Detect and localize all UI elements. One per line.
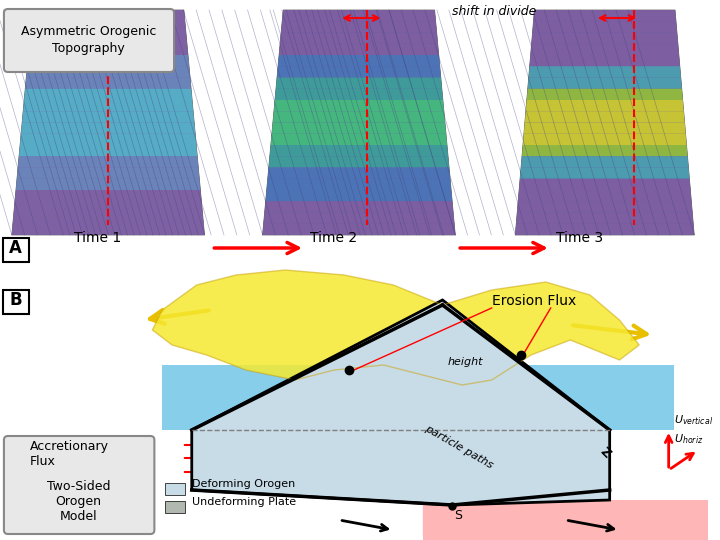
Polygon shape [28, 44, 188, 55]
Polygon shape [517, 201, 693, 213]
FancyBboxPatch shape [3, 238, 29, 262]
Text: particle paths: particle paths [423, 423, 495, 470]
Text: shift in divide: shift in divide [452, 5, 536, 18]
Text: Time 3: Time 3 [556, 231, 603, 245]
Polygon shape [423, 500, 708, 540]
Polygon shape [269, 156, 449, 167]
Text: A: A [9, 239, 22, 257]
Polygon shape [32, 10, 185, 21]
Text: Undeforming Plate: Undeforming Plate [192, 497, 296, 507]
Text: Asymmetric Orogenic: Asymmetric Orogenic [21, 25, 156, 38]
Polygon shape [528, 78, 682, 89]
Polygon shape [20, 134, 197, 145]
Text: Z: Z [598, 446, 613, 461]
Text: Time 1: Time 1 [73, 231, 121, 245]
Polygon shape [266, 190, 452, 201]
Polygon shape [21, 123, 195, 134]
Polygon shape [276, 78, 442, 89]
Text: Time 2: Time 2 [310, 231, 357, 245]
Bar [162, 365, 674, 430]
Polygon shape [277, 66, 441, 78]
Polygon shape [270, 145, 448, 156]
Polygon shape [522, 145, 688, 156]
Polygon shape [278, 55, 440, 66]
Polygon shape [13, 213, 204, 224]
Polygon shape [263, 10, 455, 235]
Polygon shape [519, 179, 690, 190]
Polygon shape [526, 100, 684, 111]
Text: Erosion Flux: Erosion Flux [492, 294, 576, 308]
Polygon shape [23, 100, 193, 111]
Polygon shape [17, 167, 199, 179]
Polygon shape [30, 32, 187, 44]
Text: B: B [9, 291, 22, 309]
Polygon shape [14, 201, 202, 213]
Polygon shape [26, 66, 190, 78]
Polygon shape [24, 89, 192, 100]
Polygon shape [264, 213, 454, 224]
Polygon shape [530, 55, 680, 66]
Polygon shape [516, 224, 694, 235]
Text: $U_{vertical}$: $U_{vertical}$ [674, 413, 713, 427]
Polygon shape [279, 44, 438, 55]
Polygon shape [265, 201, 453, 213]
Polygon shape [518, 190, 691, 201]
Polygon shape [271, 134, 447, 145]
Polygon shape [525, 111, 685, 123]
Polygon shape [534, 10, 676, 21]
Text: $U_{horiz}$: $U_{horiz}$ [674, 432, 703, 446]
Polygon shape [516, 213, 693, 224]
Polygon shape [153, 270, 639, 385]
Polygon shape [19, 145, 197, 156]
Polygon shape [16, 179, 200, 190]
Polygon shape [15, 190, 202, 201]
Bar [165, 501, 185, 513]
Polygon shape [192, 300, 610, 505]
Polygon shape [528, 66, 681, 78]
Polygon shape [531, 32, 678, 44]
Polygon shape [263, 224, 455, 235]
Text: S: S [454, 509, 462, 522]
Polygon shape [272, 123, 446, 134]
Bar [165, 483, 185, 495]
Text: Two-Sided: Two-Sided [47, 480, 110, 493]
Text: Accretionary: Accretionary [30, 440, 109, 453]
Polygon shape [280, 32, 438, 44]
Polygon shape [275, 89, 443, 100]
Polygon shape [423, 500, 708, 540]
Polygon shape [523, 134, 687, 145]
Polygon shape [268, 167, 450, 179]
Polygon shape [266, 179, 451, 190]
Polygon shape [533, 21, 677, 32]
Polygon shape [273, 111, 445, 123]
FancyBboxPatch shape [3, 290, 29, 314]
Polygon shape [281, 21, 437, 32]
Polygon shape [25, 78, 191, 89]
Polygon shape [282, 10, 436, 21]
Polygon shape [30, 21, 186, 32]
Text: Topography: Topography [52, 42, 125, 55]
Polygon shape [527, 89, 683, 100]
Polygon shape [521, 156, 688, 167]
Polygon shape [524, 123, 685, 134]
Polygon shape [520, 167, 690, 179]
Polygon shape [18, 156, 198, 167]
Text: Flux: Flux [30, 455, 55, 468]
Text: Model: Model [60, 510, 97, 523]
Polygon shape [12, 10, 204, 235]
Text: height: height [447, 357, 483, 367]
Polygon shape [27, 55, 189, 66]
Text: Orogen: Orogen [55, 495, 102, 508]
FancyBboxPatch shape [4, 9, 174, 72]
Polygon shape [516, 10, 694, 235]
Polygon shape [531, 44, 679, 55]
Polygon shape [274, 100, 444, 111]
Polygon shape [22, 111, 194, 123]
FancyBboxPatch shape [4, 436, 154, 534]
Text: Deforming Orogen: Deforming Orogen [192, 479, 295, 489]
Polygon shape [12, 224, 204, 235]
